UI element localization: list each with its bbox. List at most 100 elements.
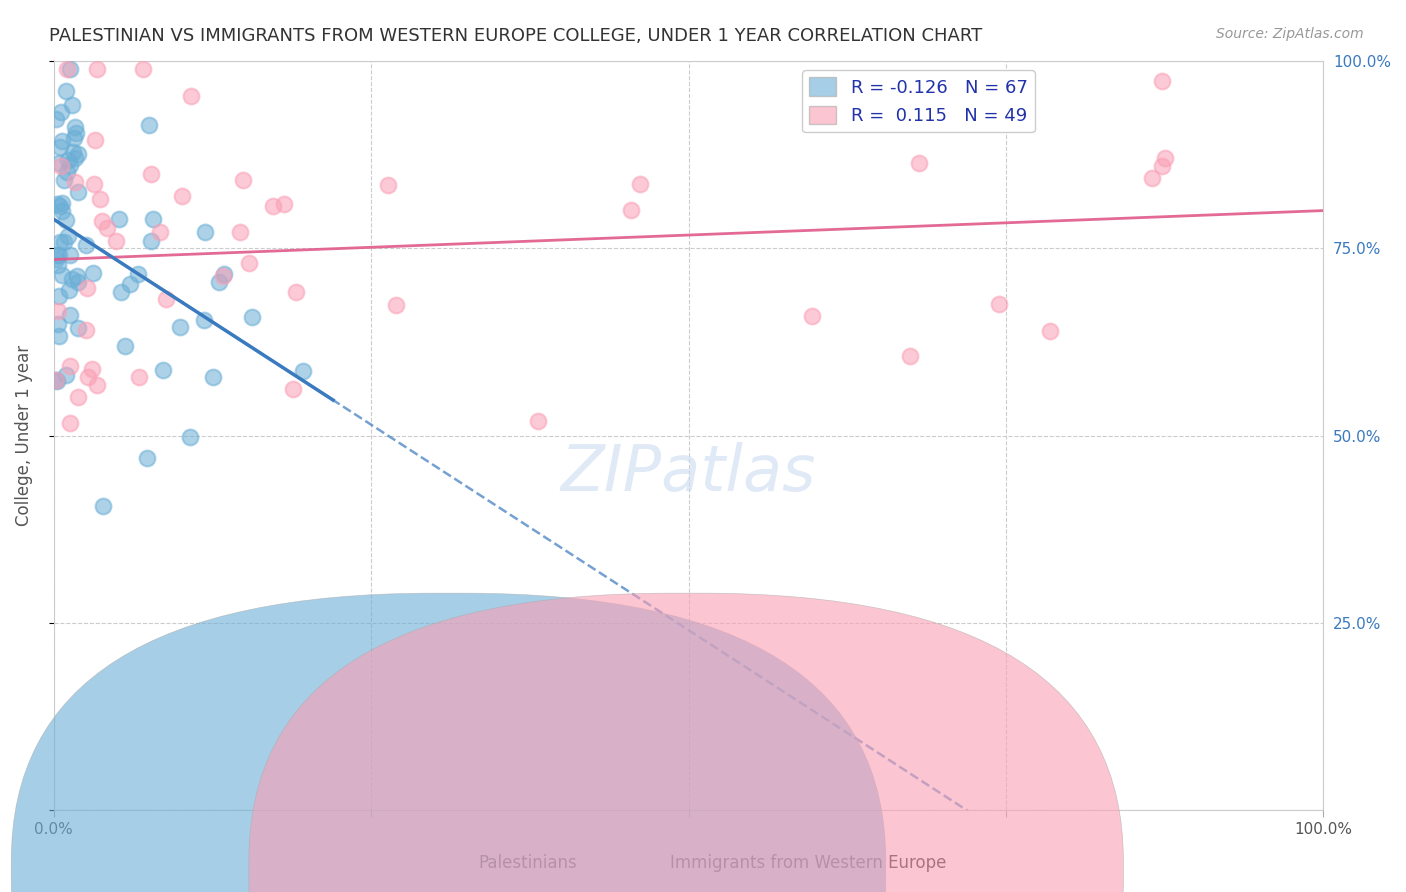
Point [55, 84, 77, 98]
Y-axis label: College, Under 1 year: College, Under 1 year [15, 345, 32, 526]
Point [48, 248, 70, 262]
Point [59, 62, 82, 76]
Point [48, 235, 70, 250]
Point [51, 203, 73, 218]
Point [62, 145, 84, 159]
Point [208, 275, 231, 289]
Point [55, 212, 77, 227]
Point [52, 235, 75, 250]
Point [527, 414, 550, 428]
Text: Palestinians: Palestinians [478, 855, 576, 872]
Point [63, 152, 86, 166]
Point [202, 370, 225, 384]
Point [1150, 159, 1173, 173]
Point [155, 292, 177, 306]
Point [96, 220, 118, 235]
Point [63, 120, 86, 134]
Point [801, 310, 824, 324]
Point [65, 126, 87, 140]
Point [138, 118, 160, 132]
Point [49, 199, 72, 213]
Point [83, 133, 105, 147]
Point [48, 155, 70, 169]
Point [128, 370, 150, 384]
Point [45, 112, 67, 126]
Point [58, 283, 80, 297]
Point [114, 339, 136, 353]
Point [142, 211, 165, 226]
Point [82, 266, 104, 280]
Point [48, 318, 70, 332]
Point [56, 165, 79, 179]
Point [900, 349, 922, 363]
Point [55, 368, 77, 383]
Point [238, 256, 260, 270]
Point [91, 214, 114, 228]
Point [76, 281, 98, 295]
Point [51, 104, 73, 119]
Point [229, 226, 252, 240]
Point [59, 308, 82, 322]
Point [48, 288, 70, 302]
Point [1039, 324, 1062, 338]
Point [53, 173, 76, 187]
Point [63, 175, 86, 189]
Point [1150, 74, 1173, 88]
Point [193, 312, 215, 326]
Point [1142, 170, 1164, 185]
Point [56, 153, 79, 167]
Point [152, 363, 174, 377]
Point [66, 390, 89, 404]
Point [45, 374, 67, 388]
Point [132, 62, 155, 76]
Point [273, 197, 295, 211]
Point [179, 429, 201, 443]
Point [105, 235, 128, 249]
Point [628, 177, 651, 191]
Point [83, 177, 105, 191]
Point [214, 267, 236, 281]
Point [66, 268, 89, 283]
Point [139, 234, 162, 248]
Point [110, 285, 132, 299]
Point [67, 185, 90, 199]
Point [86, 377, 108, 392]
Point [46, 197, 69, 211]
Point [51, 268, 73, 282]
Point [58, 157, 80, 171]
Point [56, 228, 79, 243]
Point [67, 147, 90, 161]
Point [108, 211, 131, 226]
Point [139, 168, 162, 182]
Point [63, 131, 86, 145]
Legend: R = -0.126   N = 67, R =  0.115   N = 49: R = -0.126 N = 67, R = 0.115 N = 49 [803, 70, 1035, 132]
Point [385, 298, 408, 312]
Point [75, 323, 97, 337]
Text: Immigrants from Western Europe: Immigrants from Western Europe [671, 855, 946, 872]
Point [91, 500, 114, 514]
Point [291, 364, 314, 378]
Point [240, 310, 263, 324]
Point [60, 272, 83, 286]
Point [59, 248, 82, 262]
Point [49, 140, 72, 154]
Point [60, 98, 83, 112]
Point [232, 173, 254, 187]
Text: Source: ZipAtlas.com: Source: ZipAtlas.com [1216, 27, 1364, 41]
Point [46, 258, 69, 272]
Point [46, 304, 69, 318]
Point [75, 237, 97, 252]
Point [127, 268, 149, 282]
Point [45, 248, 67, 262]
Point [377, 178, 399, 193]
Point [59, 359, 82, 374]
Point [212, 268, 235, 283]
Point [169, 319, 191, 334]
Point [45, 373, 67, 387]
Point [89, 192, 111, 206]
Point [149, 225, 172, 239]
Point [987, 297, 1010, 311]
Point [180, 88, 202, 103]
Point [80, 362, 103, 376]
Point [619, 203, 641, 218]
